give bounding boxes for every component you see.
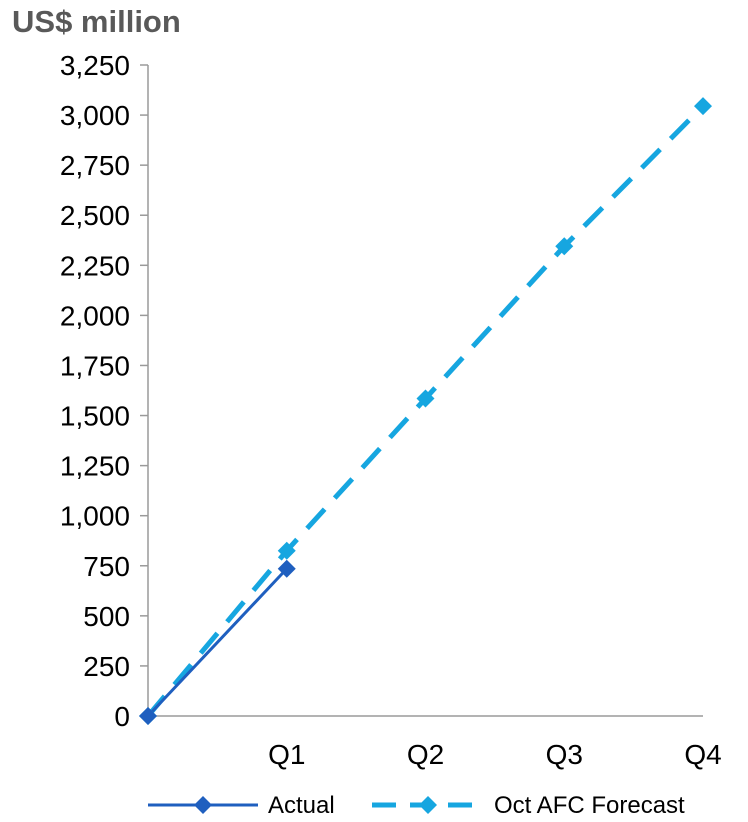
series-line-oct-afc-forecast (146, 104, 705, 718)
legend-marker (194, 796, 212, 814)
data-point-oct-afc-forecast (277, 541, 296, 560)
x-tick-label: Q1 (268, 739, 305, 770)
data-point-oct-afc-forecast (555, 237, 574, 256)
y-tick-label: 1,000 (60, 501, 130, 532)
y-tick-label: 1,250 (60, 451, 130, 482)
y-tick-label: 750 (83, 551, 130, 582)
y-tick-label: 0 (114, 701, 130, 732)
legend-label: Oct AFC Forecast (494, 792, 685, 819)
y-tick-label: 500 (83, 601, 130, 632)
legend-label: Actual (268, 792, 335, 819)
y-axis-unit-label: US$ million (12, 4, 181, 39)
data-point-actual (139, 707, 157, 725)
legend-marker (419, 796, 437, 814)
y-tick-label: 2,000 (60, 300, 130, 331)
y-tick-label: 1,750 (60, 350, 130, 381)
series-line-actual (146, 567, 288, 718)
data-point-oct-afc-forecast (694, 97, 712, 116)
y-tick-label: 2,250 (60, 250, 130, 281)
data-point-oct-afc-forecast (416, 389, 435, 408)
y-tick-label: 2,750 (60, 150, 130, 181)
y-tick-label: 250 (83, 651, 130, 682)
x-tick-label: Q4 (684, 739, 721, 770)
y-tick-label: 3,000 (60, 100, 130, 131)
y-tick-label: 1,500 (60, 401, 130, 432)
y-tick-label: 3,250 (60, 50, 130, 81)
data-point-actual (277, 559, 296, 578)
y-tick-label: 2,500 (60, 200, 130, 231)
x-tick-label: Q3 (546, 739, 583, 770)
x-tick-label: Q2 (407, 739, 444, 770)
